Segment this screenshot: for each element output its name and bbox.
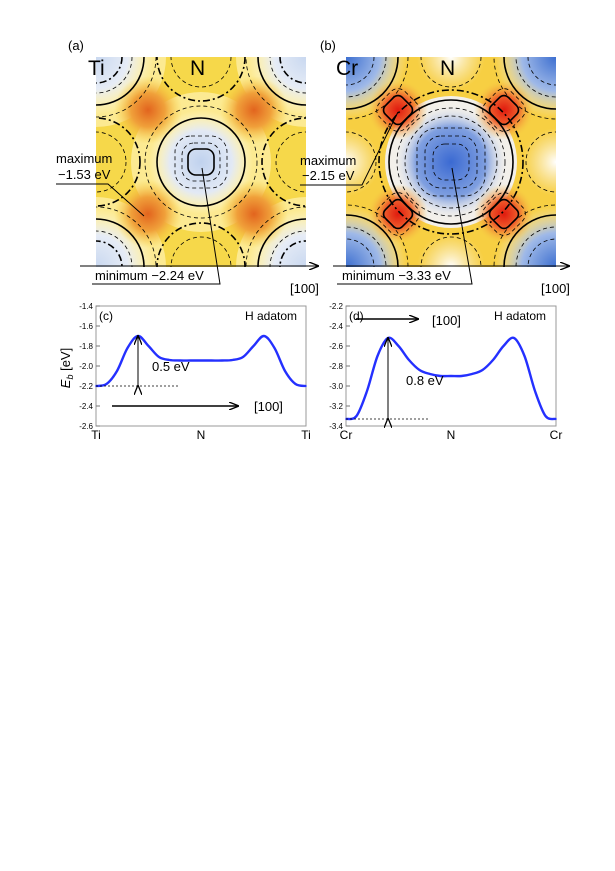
data-point bbox=[555, 418, 557, 420]
data-point bbox=[460, 375, 463, 377]
chart-d-frame bbox=[345, 305, 557, 427]
data-point bbox=[126, 347, 129, 349]
y-tick-label: -2.4 bbox=[329, 322, 343, 331]
data-point bbox=[252, 345, 255, 347]
panel-b-center-atom: N bbox=[440, 57, 455, 80]
data-point bbox=[168, 359, 171, 361]
chart-d-points bbox=[345, 337, 557, 420]
chart-d-barrier-label: 0.8 eV bbox=[406, 373, 444, 388]
data-point bbox=[502, 345, 505, 347]
data-point bbox=[210, 359, 213, 362]
panel-b-direction-label: [100] bbox=[541, 281, 570, 296]
data-point bbox=[418, 369, 421, 371]
y-tick-label: -2.0 bbox=[79, 362, 93, 371]
panel-b-maximum-pointer bbox=[300, 111, 399, 186]
x-tick-label: Ti bbox=[301, 428, 311, 442]
data-point bbox=[294, 383, 297, 385]
data-point bbox=[439, 375, 442, 377]
y-tick-label: -1.6 bbox=[79, 322, 93, 331]
panel-b-corner-atom: Cr bbox=[336, 57, 358, 80]
chart-c-legend: H adatom bbox=[245, 309, 297, 323]
panel-b-minimum-label: minimum −3.33 eV bbox=[342, 268, 451, 283]
panel-a-center-atom: N bbox=[190, 57, 205, 80]
chart-c-barrier-label: 0.5 eV bbox=[152, 359, 190, 374]
data-point bbox=[231, 359, 234, 361]
panel-a-map bbox=[96, 57, 306, 267]
data-point bbox=[284, 370, 286, 372]
panel-a-maximum-value: −1.53 eV bbox=[58, 167, 111, 182]
data-point bbox=[534, 390, 536, 392]
data-point bbox=[242, 356, 244, 358]
data-point bbox=[355, 415, 358, 417]
panel-b-maximum-value: −2.15 eV bbox=[302, 168, 355, 183]
y-tick-label: -2.2 bbox=[329, 302, 343, 311]
y-tick-label: -2.8 bbox=[329, 362, 343, 371]
data-point bbox=[147, 345, 150, 347]
y-tick-label: -3.4 bbox=[329, 422, 343, 431]
data-point bbox=[513, 337, 515, 339]
panel-a-maximum-label: maximum bbox=[56, 151, 112, 166]
x-tick-label: Ti bbox=[91, 428, 101, 442]
panel-a-label: (a) bbox=[68, 38, 84, 53]
data-point bbox=[189, 359, 192, 362]
chart-c-x-ticks: Ti N Ti bbox=[91, 428, 311, 442]
chart-c-direction-label: [100] bbox=[254, 399, 283, 414]
panel-a-direction-label: [100] bbox=[290, 281, 319, 296]
chart-d-direction-label: [100] bbox=[432, 313, 461, 328]
y-tick-label: -3.2 bbox=[329, 402, 343, 411]
x-tick-label: Cr bbox=[340, 428, 353, 442]
data-point bbox=[397, 345, 400, 347]
data-point bbox=[263, 335, 265, 337]
data-point bbox=[179, 359, 181, 362]
panel-b-minimum-pointer bbox=[337, 167, 473, 285]
panel-a-maximum-pointer bbox=[56, 183, 145, 217]
y-tick-label: -1.4 bbox=[79, 302, 93, 311]
chart-c: -1.4 -1.6 -1.8 -2.0 -2.2 -2.4 -2.6 Ti N Ti (c) H… bbox=[58, 302, 311, 442]
data-point bbox=[544, 415, 547, 417]
data-point bbox=[305, 385, 307, 387]
data-point bbox=[273, 347, 276, 349]
data-point bbox=[200, 359, 202, 362]
data-point bbox=[492, 359, 494, 361]
data-point bbox=[481, 369, 484, 371]
data-point bbox=[471, 373, 473, 375]
chart-d-x-ticks: Cr N Cr bbox=[340, 428, 563, 442]
x-tick-label: Cr bbox=[550, 428, 563, 442]
chart-d-y-ticks: -2.2 -2.4 -2.6 -2.8 -3.0 -3.2 -3.4 bbox=[329, 302, 350, 431]
data-point bbox=[158, 356, 160, 358]
y-tick-label: -3.0 bbox=[329, 382, 343, 391]
data-point bbox=[116, 370, 118, 372]
panel-a-minimum-label: minimum −2.24 eV bbox=[95, 268, 204, 283]
data-point bbox=[408, 359, 410, 361]
panel-b-map bbox=[346, 57, 556, 267]
y-tick-label: -1.8 bbox=[79, 342, 93, 351]
y-tick-label: -2.6 bbox=[79, 422, 93, 431]
panel-b-maximum-label: maximum bbox=[300, 153, 356, 168]
y-tick-label: -2.6 bbox=[329, 342, 343, 351]
chart-c-ylabel: Eb [eV] bbox=[58, 348, 75, 388]
data-point bbox=[105, 383, 108, 385]
data-point bbox=[376, 355, 379, 357]
data-point bbox=[366, 390, 368, 392]
data-point bbox=[523, 355, 526, 357]
chart-d-legend: H adatom bbox=[494, 309, 546, 323]
x-tick-label: N bbox=[447, 428, 456, 442]
panel-b-label: (b) bbox=[320, 38, 336, 53]
data-point bbox=[450, 375, 452, 377]
chart-d: -2.2 -2.4 -2.6 -2.8 -3.0 -3.2 -3.4 Cr N Cr (d) H… bbox=[329, 302, 562, 442]
data-point bbox=[221, 359, 223, 362]
panel-a-corner-atom: Ti bbox=[88, 57, 105, 80]
y-tick-label: -2.2 bbox=[79, 382, 93, 391]
panel-a-minimum-pointer bbox=[92, 167, 221, 285]
data-point bbox=[429, 373, 431, 375]
chart-d-panel-label: (d) bbox=[349, 309, 364, 323]
y-tick-label: -2.4 bbox=[79, 402, 93, 411]
x-tick-label: N bbox=[197, 428, 206, 442]
chart-c-panel-label: (c) bbox=[99, 309, 113, 323]
